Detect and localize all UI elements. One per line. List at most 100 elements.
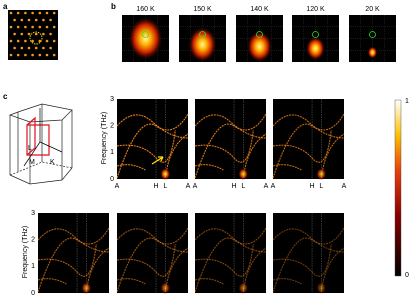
x-tick-label: A [342, 183, 347, 190]
bragg-peak [24, 25, 27, 29]
bragg-peak [13, 46, 16, 50]
x-tick-label: A [115, 183, 120, 190]
soft-mode [316, 168, 327, 180]
diffuse-glow [246, 30, 273, 63]
bragg-peak [52, 25, 56, 29]
bragg-peak [34, 32, 38, 36]
bragg-peak [45, 25, 49, 29]
bragg-peak [27, 18, 31, 22]
bragg-marker [199, 31, 206, 38]
highlight-circle [29, 31, 43, 45]
phonon-branch [242, 133, 267, 179]
diffuse-glow [127, 16, 164, 61]
x-tick-label: A [271, 183, 276, 190]
phonon-branch [272, 278, 302, 285]
bragg-peak [31, 11, 34, 15]
soft-mode [160, 282, 171, 294]
bragg-peak [20, 32, 24, 36]
phonon-branch [194, 227, 267, 293]
bragg-peak [49, 18, 52, 22]
colorbar-label: 1 [405, 98, 409, 105]
phonon-branch [37, 243, 97, 277]
dispersion-map [38, 213, 109, 293]
bragg-peak [20, 18, 24, 22]
x-tick-label: H [232, 183, 237, 190]
bragg-peak [24, 39, 27, 43]
phonon-branch [272, 114, 345, 139]
phonon-branch [272, 113, 345, 179]
phonon-branch [116, 243, 176, 277]
dispersion-map [117, 99, 188, 179]
phonon-branch [116, 164, 146, 171]
bragg-peak [27, 32, 31, 36]
bragg-peak [16, 53, 20, 57]
bragg-peak [9, 25, 13, 29]
phonon-branch [194, 243, 254, 277]
phonon-branch [85, 247, 110, 293]
y-axis-label: Frequency (THz) [101, 112, 108, 165]
phonon-branch [194, 228, 267, 253]
panel-label: a [3, 2, 8, 11]
x-tick-label: L [163, 183, 167, 190]
soft-mode [316, 282, 327, 294]
bragg-peak [49, 32, 52, 36]
bragg-peak [34, 46, 38, 50]
temperature-label: 150 K [193, 6, 212, 13]
diffuse-glow [367, 46, 378, 59]
diffuse-glow [188, 26, 217, 63]
phonon-branch [272, 228, 345, 253]
bragg-peak [9, 53, 13, 57]
bragg-peak [42, 32, 45, 36]
y-axis-label: Frequency (THz) [22, 226, 29, 279]
phonon-branch [37, 227, 110, 293]
diffuse-glow [305, 36, 326, 61]
temperature-label: 20 K [365, 6, 380, 13]
y-tick-label: 0 [110, 176, 114, 183]
phonon-branch [320, 247, 345, 293]
x-tick-label: A [193, 183, 198, 190]
y-tick-label: 1 [110, 149, 114, 156]
x-tick-label: H [310, 183, 315, 190]
bragg-peak [34, 18, 38, 22]
phonon-branch [37, 278, 67, 285]
zone-label: M [29, 159, 35, 166]
dispersion-map [195, 213, 266, 293]
phonon-branch [194, 129, 254, 163]
bragg-peak [45, 39, 49, 43]
dispersion-map [195, 99, 266, 179]
temperature-label: 160 K [136, 6, 155, 13]
dispersion-map [117, 213, 188, 293]
phonon-branch [272, 227, 345, 293]
bragg-marker [256, 31, 263, 38]
bragg-peak [24, 53, 27, 57]
phonon-branch [272, 129, 332, 163]
bragg-peak [24, 11, 27, 15]
soft-mode [160, 168, 171, 180]
y-tick-label: 2 [31, 237, 35, 244]
bragg-peak [31, 25, 34, 29]
bragg-peak [20, 46, 24, 50]
phonon-branch [194, 114, 267, 139]
bragg-peak [9, 39, 13, 43]
y-tick-label: 3 [31, 210, 35, 217]
x-tick-label: A [264, 183, 269, 190]
phonon-branch [37, 228, 110, 253]
bragg-peak [27, 46, 31, 50]
soft-mode [238, 282, 249, 294]
bragg-peak [49, 46, 52, 50]
phonon-branch [116, 278, 146, 285]
bragg-marker [369, 31, 376, 38]
bragg-peak [38, 25, 42, 29]
x-tick-label: H [154, 183, 159, 190]
bragg-peak [13, 18, 16, 22]
zone-label: L [28, 145, 32, 152]
bragg-peak [38, 39, 42, 43]
phonon-branch [242, 247, 267, 293]
bragg-peak [45, 53, 49, 57]
y-tick-label: 3 [110, 96, 114, 103]
phonon-branch [194, 113, 267, 179]
bragg-peak [52, 11, 56, 15]
bragg-peak [52, 39, 56, 43]
y-tick-label: 0 [31, 290, 35, 296]
